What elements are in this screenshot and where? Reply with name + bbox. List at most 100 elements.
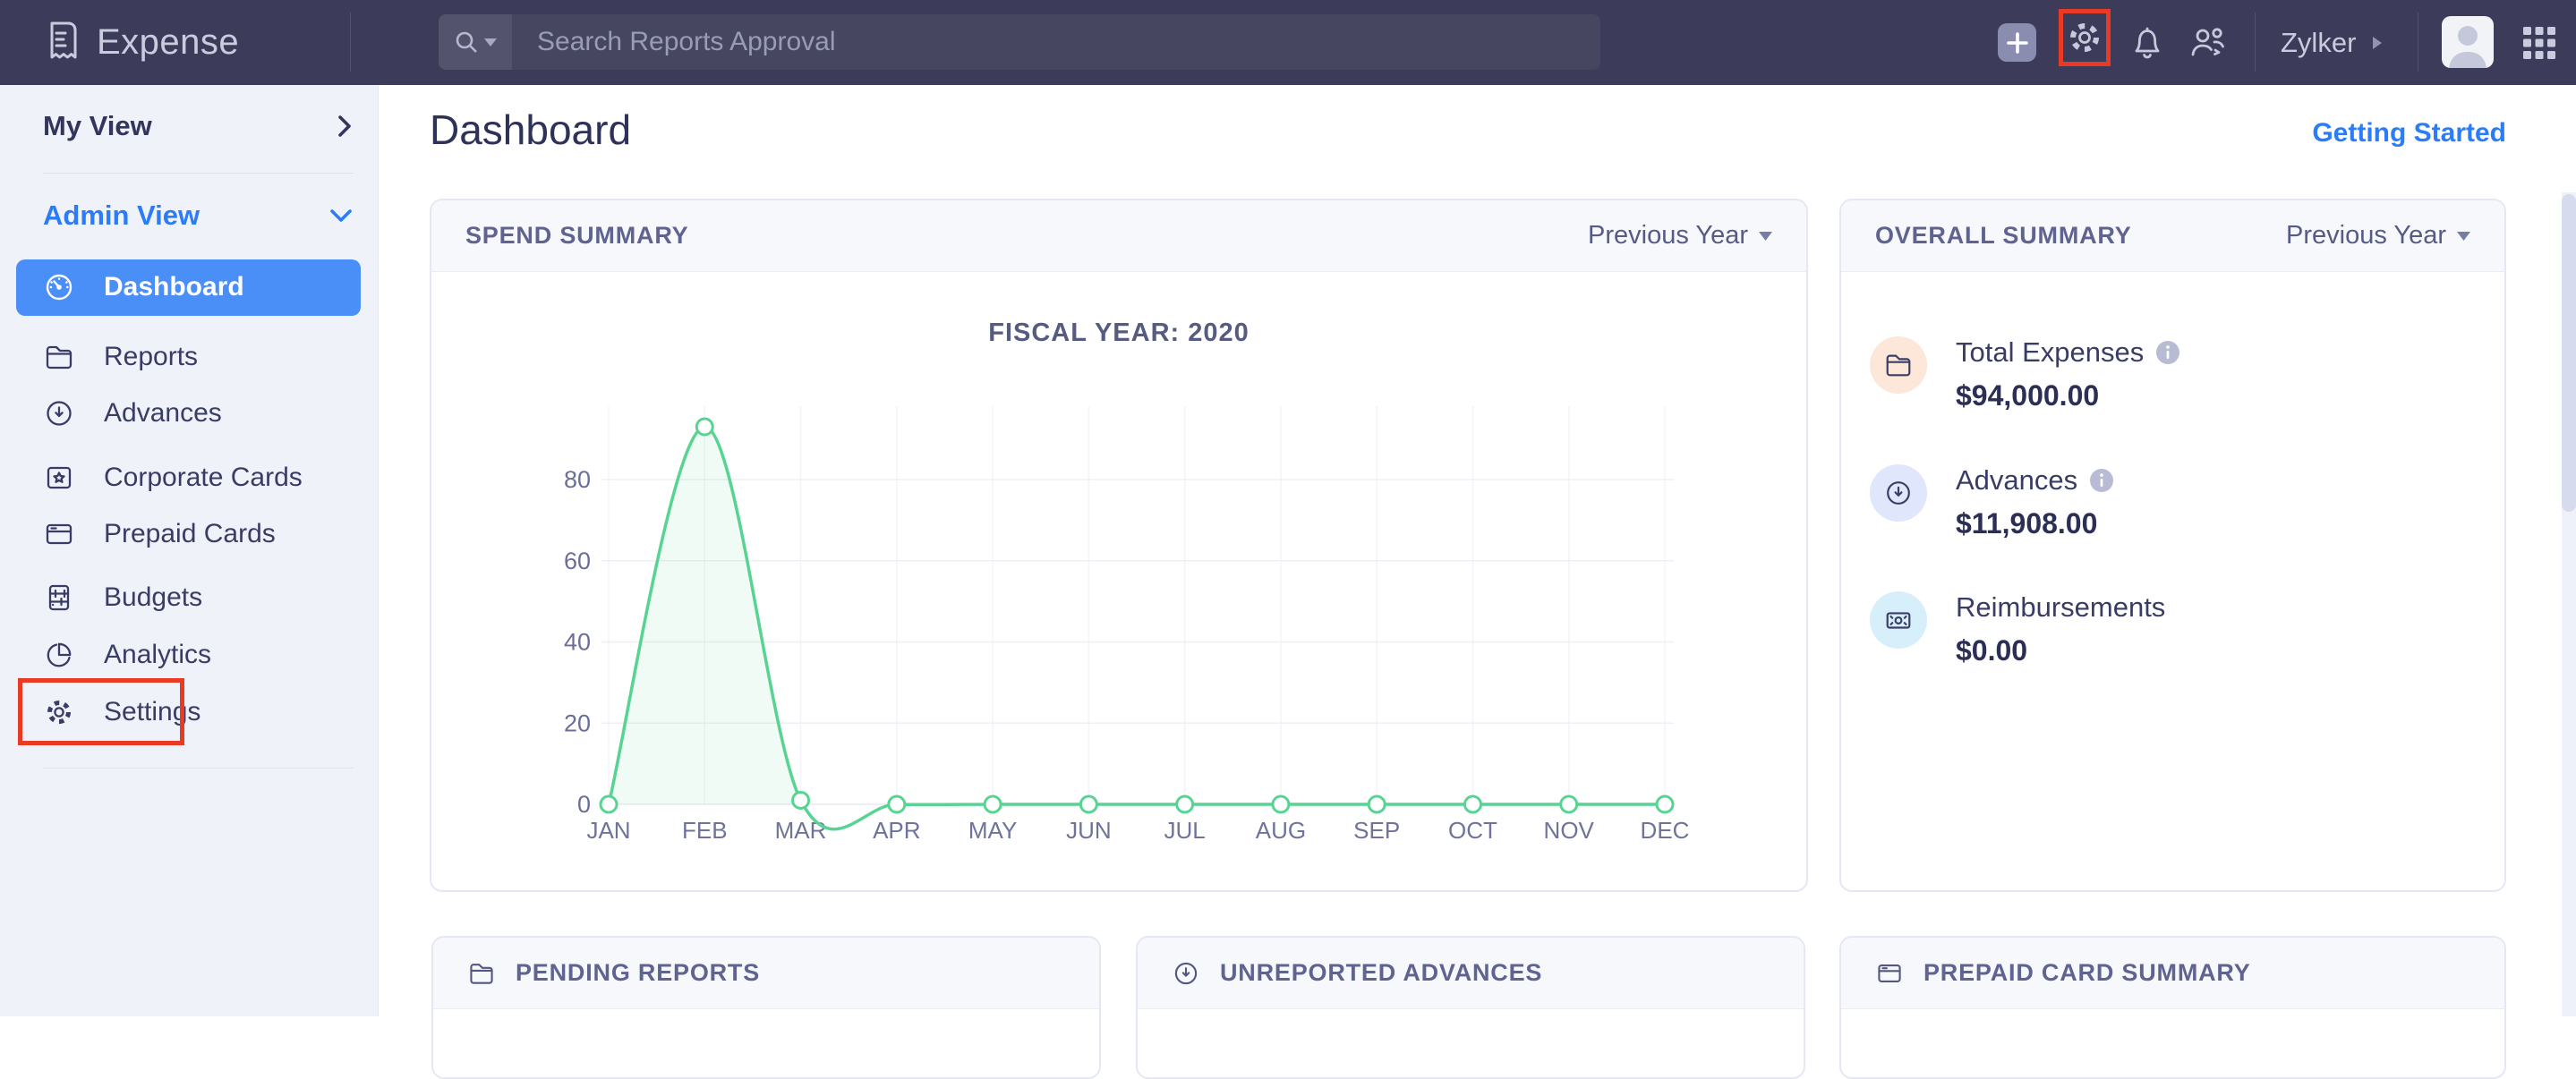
referral-users-button[interactable] [2188,22,2229,62]
avatar-silhouette-icon [2449,26,2486,68]
sidebar-item-label: Prepaid Cards [104,519,276,548]
svg-text:JUN: JUN [1066,817,1112,844]
prepaid-card-icon [46,523,73,545]
spend-summary-header: SPEND SUMMARY Previous Year [431,200,1806,272]
admin-view-label: Admin View [43,200,200,231]
receipt-logo-icon [50,21,77,58]
gear-icon [2070,23,2099,52]
topbar-divider [2255,13,2256,72]
svg-text:MAY: MAY [968,817,1017,844]
app-logo: Expense [41,0,239,85]
folder-icon [470,963,493,984]
svg-text:JUL: JUL [1164,817,1206,844]
card-star-icon [47,466,72,489]
overall-summary-header: OVERALL SUMMARY Previous Year [1841,200,2504,272]
spend-summary-title: SPEND SUMMARY [465,222,689,249]
sidebar-item-label: Analytics [104,640,212,669]
sidebar-item-advances[interactable]: Advances [43,397,222,429]
folder-icon [46,345,73,370]
sidebar: My View Admin View Dashboard Reports Adv… [0,85,379,1016]
sidebar-item-budgets[interactable]: Budgets [43,582,202,614]
search-input[interactable] [512,14,1600,70]
caret-down-icon [1759,231,1772,241]
pie-chart-icon [47,642,72,667]
total-expenses-row: Total Expenses $94,000.00 [1870,336,2180,412]
scrollbar-thumb[interactable] [2562,194,2576,512]
reimbursements-row: Reimbursements $0.00 [1870,591,2165,667]
svg-text:60: 60 [564,548,591,574]
folder-icon [1870,336,1927,394]
spend-period-dropdown[interactable]: Previous Year [1588,221,1772,251]
spend-period-value: Previous Year [1588,221,1748,250]
pending-reports-title: PENDING REPORTS [467,959,760,988]
settings-gear-button[interactable] [2066,19,2103,56]
unreported-advances-header: UNREPORTED ADVANCES [1138,938,1804,1009]
grid-icon [2523,27,2555,59]
sidebar-item-label: Reports [104,342,199,371]
sidebar-item-prepaid-cards[interactable]: Prepaid Cards [43,518,276,550]
app-grid-button[interactable] [2522,26,2556,60]
svg-text:APR: APR [873,817,920,844]
svg-text:MAR: MAR [775,817,827,844]
org-switcher[interactable]: Zylker [2281,0,2383,85]
sidebar-item-reports[interactable]: Reports [43,341,198,373]
total-expenses-label: Total Expenses [1956,336,2180,369]
quick-create-button[interactable] [1998,23,2036,62]
reimbursements-label: Reimbursements [1956,591,2166,623]
prepaid-card-summary-header: PREPAID CARD SUMMARY [1841,938,2504,1009]
sidebar-divider [43,173,354,174]
overall-period-dropdown[interactable]: Previous Year [2286,221,2470,251]
svg-text:40: 40 [564,629,591,656]
chevron-down-icon [330,209,352,222]
clock-icon [1174,962,1198,984]
sidebar-item-label: Advances [104,398,222,428]
plus-icon [2006,31,2028,54]
advances-value: $11,908.00 [1956,507,2098,540]
search-caret-icon [484,38,497,47]
overall-summary-title: OVERALL SUMMARY [1875,222,2132,249]
info-icon[interactable] [2090,469,2114,492]
prepaid-card-icon [1878,964,1901,982]
svg-text:DEC: DEC [1641,817,1690,844]
annotation-box-topbar-settings [2059,9,2111,66]
org-name: Zylker [2281,26,2357,58]
topbar-divider [350,13,351,72]
users-icon [2191,28,2224,56]
dashboard-gauge-icon [46,274,73,301]
sidebar-section-admin-view[interactable]: Admin View [43,200,353,232]
svg-text:SEP: SEP [1353,817,1400,844]
active-item-highlight [16,259,361,316]
info-icon[interactable] [2156,341,2180,364]
app-name: Expense [97,22,240,62]
prepaid-card-summary-card: PREPAID CARD SUMMARY [1839,936,2506,1079]
sidebar-item-label: Dashboard [104,272,244,302]
overall-period-value: Previous Year [2286,221,2446,250]
svg-text:0: 0 [577,791,591,818]
global-search [439,14,1600,70]
overall-summary-card: OVERALL SUMMARY Previous Year Total Expe… [1839,199,2506,892]
topbar: Expense [0,0,2576,85]
unreported-advances-title: UNREPORTED ADVANCES [1172,959,1542,988]
sidebar-section-my-view[interactable]: My View [43,110,353,142]
prepaid-card-summary-title: PREPAID CARD SUMMARY [1875,959,2251,988]
sidebar-item-dashboard[interactable]: Dashboard [43,271,244,303]
annotation-box-settings [18,678,184,745]
avatar[interactable] [2442,16,2494,68]
notifications-button[interactable] [2128,23,2166,63]
search-scope-button[interactable] [439,14,512,70]
svg-text:NOV: NOV [1544,817,1595,844]
bell-icon [2135,27,2160,59]
sidebar-item-analytics[interactable]: Analytics [43,639,211,671]
advances-row: Advances $11,908.00 [1870,464,2114,540]
unreported-advances-card: UNREPORTED ADVANCES [1136,936,1805,1079]
sidebar-item-settings[interactable]: Settings [43,696,200,728]
getting-started-link[interactable]: Getting Started [2312,118,2506,148]
clock-advance-icon [47,401,72,426]
budgets-ledger-icon [48,584,70,611]
spend-summary-card: SPEND SUMMARY Previous Year FISCAL YEAR:… [430,199,1808,892]
spend-line-chart: 0 20 40 60 80 JAN FEB MAR APR MAY JUN JUL AUG SEP OCT N… [564,406,1690,844]
svg-text:FEB: FEB [682,817,728,844]
search-icon [456,31,477,53]
sidebar-item-corporate-cards[interactable]: Corporate Cards [43,462,303,494]
banknote-icon [1870,591,1927,649]
